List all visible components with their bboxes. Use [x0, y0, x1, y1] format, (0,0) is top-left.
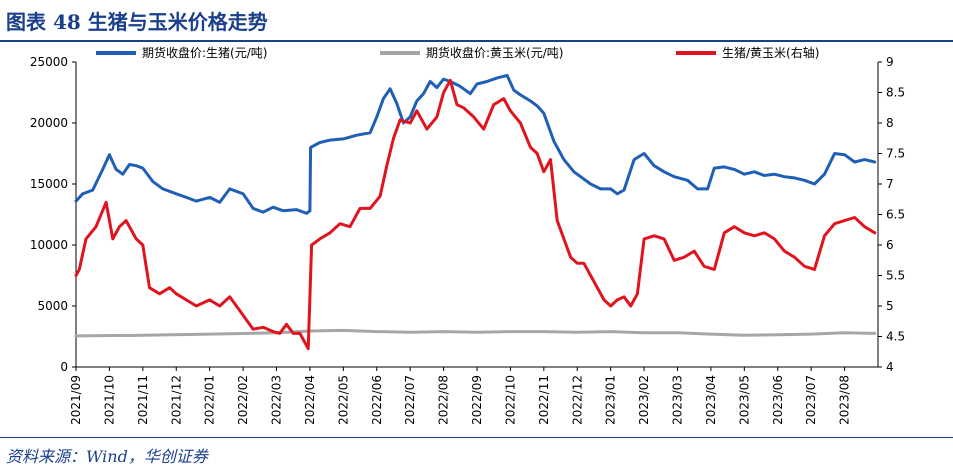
x-tick-label: 2022/01	[203, 375, 217, 425]
x-tick-label: 2023/07	[804, 375, 818, 425]
x-tick-label: 2022/10	[503, 375, 517, 425]
y-left-tick-label: 20000	[30, 116, 68, 130]
x-tick-label: 2022/07	[403, 375, 417, 425]
series-corn-price-line	[74, 328, 877, 338]
y-right-tick-label: 7.5	[886, 147, 905, 161]
x-tick-label: 2021/09	[69, 375, 83, 425]
y-right-tick-label: 7	[886, 177, 894, 191]
x-tick-label: 2023/03	[671, 375, 685, 425]
x-tick-label: 2023/05	[737, 375, 751, 425]
series-ratio-line	[74, 78, 877, 351]
y-right-tick-label: 5.5	[886, 269, 905, 283]
x-tick-label: 2022/05	[336, 375, 350, 425]
y-right-tick-label: 5	[886, 299, 894, 313]
legend-item-ratio-label: 生猪/黄玉米(右轴)	[722, 45, 819, 60]
x-tick-label: 2021/11	[136, 375, 150, 425]
y-right-tick-label: 8	[886, 116, 894, 130]
y-left-tick-label: 5000	[37, 299, 68, 313]
header: 图表 48 生猪与玉米价格走势	[0, 0, 953, 42]
x-tick-label: 2023/04	[704, 375, 718, 425]
x-tick-label: 2022/12	[570, 375, 584, 425]
y-right-tick-label: 9	[886, 55, 894, 69]
x-tick-label: 2022/11	[537, 375, 551, 425]
x-tick-label: 2021/10	[102, 375, 116, 425]
source-note: 资料来源：Wind，华创证券	[6, 447, 208, 466]
x-tick-label: 2023/06	[771, 375, 785, 425]
line-chart: 0 5000 10000 15000 20000 25000 4 4.5 5 5.5 6 6.5 7 7.…	[30, 45, 905, 425]
footer-divider	[0, 437, 953, 438]
y-right-tick-label: 6	[886, 238, 894, 252]
x-tick-label: 2022/02	[236, 375, 250, 425]
x-tick-label: 2023/01	[604, 375, 618, 425]
x-tick-label: 2022/09	[470, 375, 484, 425]
title-divider	[0, 40, 953, 42]
x-tick-label: 2022/06	[370, 375, 384, 425]
x-tick-label: 2022/04	[303, 375, 317, 425]
x-tick-label: 2022/08	[437, 375, 451, 425]
y-right-tick-label: 4	[886, 360, 894, 374]
y-left-tick-label: 10000	[30, 238, 68, 252]
y-right-tick-label: 4.5	[886, 330, 905, 344]
legend-item-hog-label: 期货收盘价:生猪(元/吨)	[142, 45, 267, 60]
x-tick-label: 2023/02	[637, 375, 651, 425]
x-tick-label: 2021/12	[169, 375, 183, 425]
y-left-tick-label: 0	[60, 360, 68, 374]
y-left-tick-label: 15000	[30, 177, 68, 191]
legend-item-corn-label: 期货收盘价:黄玉米(元/吨)	[426, 45, 563, 60]
page-title: 图表 48 生猪与玉米价格走势	[6, 10, 268, 34]
y-right-tick-label: 8.5	[886, 86, 905, 100]
x-tick-label: 2022/03	[270, 375, 284, 425]
y-left-tick-label: 25000	[30, 55, 68, 69]
series-hog-price-line	[74, 73, 877, 215]
x-tick-label: 2023/08	[838, 375, 852, 425]
y-right-tick-label: 6.5	[886, 208, 905, 222]
